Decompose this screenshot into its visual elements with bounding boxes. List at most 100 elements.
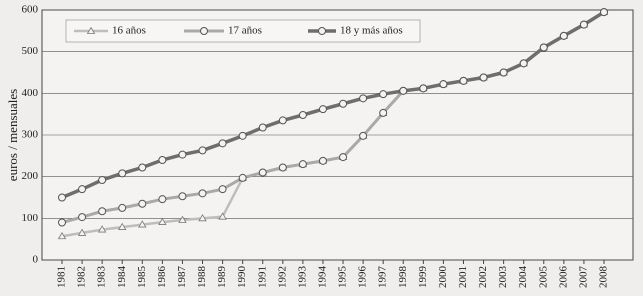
point — [238, 131, 247, 140]
point — [499, 68, 508, 77]
point — [600, 8, 608, 17]
point — [339, 99, 348, 108]
y-tick-label: 300 — [22, 129, 39, 141]
point — [318, 105, 327, 114]
point — [138, 220, 147, 228]
point — [459, 76, 468, 85]
point — [78, 213, 87, 222]
point — [479, 73, 488, 82]
point — [258, 168, 267, 177]
y-tick-label: 400 — [22, 87, 39, 99]
point — [57, 231, 67, 240]
point — [178, 150, 187, 159]
y-tick-label: 100 — [22, 212, 39, 224]
point — [298, 160, 307, 169]
point — [118, 203, 127, 212]
point — [399, 86, 408, 95]
point — [178, 192, 187, 201]
point — [238, 173, 247, 182]
x-tick-label: 1996 — [357, 266, 369, 289]
legend-marker — [86, 26, 96, 34]
point — [158, 195, 167, 204]
point — [198, 189, 207, 198]
point — [298, 111, 307, 119]
point — [278, 163, 287, 172]
x-tick-label: 2005 — [537, 266, 549, 289]
legend-marker — [200, 27, 208, 35]
x-tick-label: 1995 — [337, 266, 349, 289]
point — [118, 222, 127, 230]
x-tick-label: 1988 — [196, 266, 208, 289]
point — [98, 207, 107, 216]
x-tick-label: 2007 — [577, 266, 589, 289]
point — [379, 108, 388, 117]
x-tick-label: 1982 — [76, 266, 88, 288]
point — [218, 212, 227, 220]
x-tick-label: 2006 — [557, 266, 569, 289]
x-tick-label: 2008 — [598, 266, 610, 289]
point — [539, 43, 548, 52]
legend-marker — [318, 27, 326, 35]
x-tick-label: 1986 — [156, 266, 168, 289]
x-tick-label: 2002 — [477, 266, 489, 288]
x-tick-label: 1989 — [216, 266, 228, 289]
x-tick-label: 1984 — [116, 266, 128, 289]
point — [278, 116, 287, 125]
point — [138, 199, 147, 208]
point — [97, 225, 107, 233]
y-axis-label: euros / mensuales — [5, 89, 20, 181]
x-tick-label: 1983 — [96, 266, 108, 289]
x-tick-label: 2003 — [497, 266, 509, 289]
legend-label: 18 y más años — [340, 25, 403, 37]
point — [419, 84, 428, 93]
point — [158, 217, 167, 225]
point — [98, 176, 107, 184]
y-tick-label: 500 — [22, 45, 39, 57]
x-tick-label: 1991 — [256, 266, 268, 288]
point — [138, 163, 147, 172]
point — [198, 214, 207, 222]
legend-label: 17 años — [228, 25, 262, 37]
point — [58, 218, 66, 227]
point — [58, 193, 66, 202]
x-tick-label: 2001 — [457, 266, 469, 288]
x-tick-label: 1985 — [136, 266, 148, 289]
point — [158, 156, 167, 164]
point — [118, 169, 127, 178]
point — [178, 215, 187, 223]
x-tick-label: 1992 — [276, 266, 288, 288]
point — [559, 31, 568, 40]
point — [379, 90, 388, 99]
x-tick-label: 1993 — [296, 266, 308, 289]
series-line — [61, 10, 605, 200]
point — [218, 139, 227, 148]
x-tick-label: 1999 — [417, 266, 429, 289]
x-tick-label: 1994 — [316, 266, 328, 289]
x-tick-label: 1987 — [176, 266, 188, 289]
point — [218, 185, 227, 194]
x-tick-label: 1990 — [236, 266, 248, 289]
point — [359, 131, 368, 140]
point — [519, 59, 528, 68]
x-tick-label: 1998 — [397, 266, 409, 289]
point — [439, 80, 448, 89]
point — [359, 94, 368, 103]
x-tick-label: 1981 — [56, 266, 68, 288]
point — [77, 228, 87, 236]
legend — [65, 19, 421, 43]
y-tick-label: 200 — [22, 170, 39, 182]
point — [339, 153, 348, 162]
point — [318, 156, 327, 165]
x-tick-label: 2000 — [437, 266, 449, 289]
point — [579, 20, 588, 29]
y-tick-label: 600 — [22, 4, 39, 16]
legend-label: 16 años — [112, 25, 146, 37]
point — [198, 146, 207, 155]
point — [78, 185, 87, 194]
point — [258, 123, 267, 132]
x-tick-label: 2004 — [517, 266, 529, 289]
y-tick-label: 0 — [33, 254, 39, 266]
x-tick-label: 1997 — [377, 266, 389, 289]
